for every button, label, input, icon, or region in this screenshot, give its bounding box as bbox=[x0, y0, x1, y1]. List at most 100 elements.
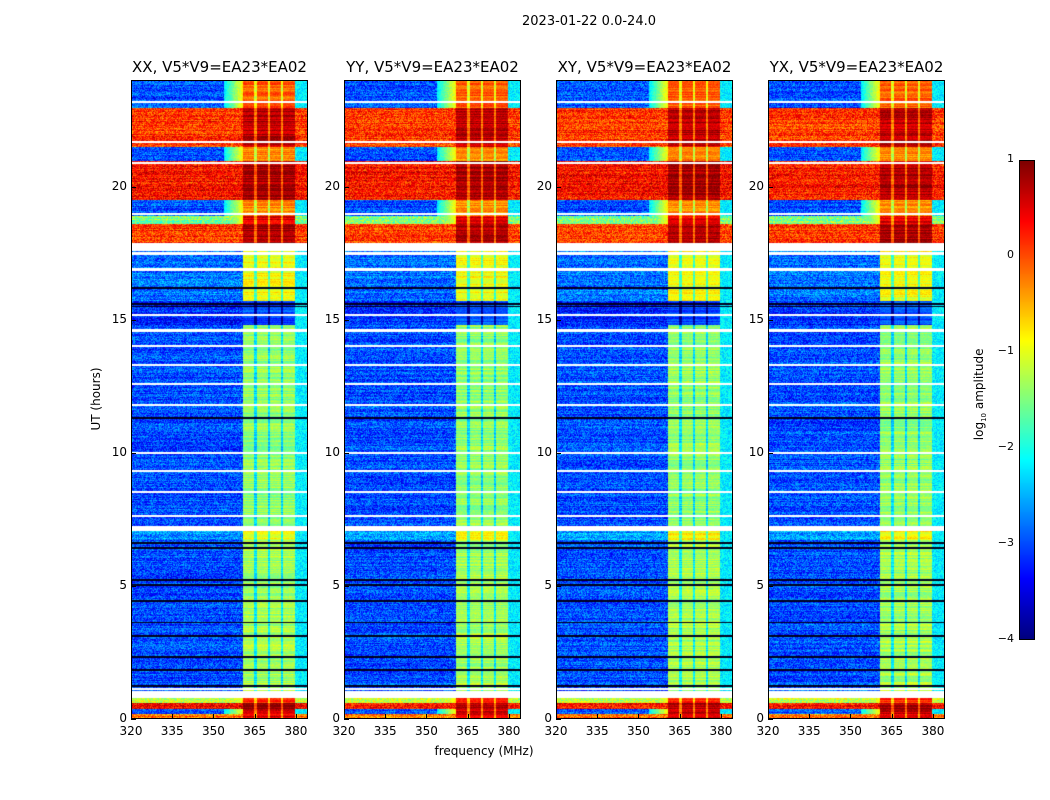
panel-title-1: XX, V5*V9=EA23*EA02 bbox=[132, 58, 307, 76]
x-tick-label: 335 bbox=[373, 724, 397, 738]
y-tick-mark bbox=[768, 319, 773, 321]
y-tick-mark bbox=[768, 452, 773, 454]
y-tick-mark bbox=[556, 585, 561, 587]
heatmap-cells bbox=[345, 81, 520, 718]
y-tick-label: 5 bbox=[119, 577, 127, 592]
y-tick-label: 20 bbox=[324, 178, 340, 193]
y-tick-label: 20 bbox=[111, 178, 127, 193]
x-tick-label: 335 bbox=[797, 724, 821, 738]
x-tick-mark bbox=[295, 714, 297, 719]
x-tick-mark bbox=[891, 714, 893, 719]
y-tick-mark bbox=[768, 585, 773, 587]
colorbar-tick-label: −4 bbox=[997, 632, 1014, 645]
y-axis-label: UT (hours) bbox=[89, 367, 103, 431]
x-tick-label: 320 bbox=[119, 724, 143, 738]
colorbar-tick-label: 1 bbox=[1007, 152, 1014, 165]
colorbar-label-rest: amplitude bbox=[971, 348, 986, 413]
colorbar-label-sub: 10 bbox=[980, 412, 989, 422]
y-tick-mark bbox=[344, 186, 349, 188]
colorbar-tick-label: 0 bbox=[1007, 248, 1014, 261]
colorbar-label: log10 amplitude bbox=[971, 349, 989, 441]
y-tick-mark bbox=[768, 186, 773, 188]
colorbar bbox=[1019, 160, 1035, 640]
panel-title-3: XY, V5*V9=EA23*EA02 bbox=[557, 58, 732, 76]
heatmap-cells bbox=[769, 81, 944, 718]
x-tick-label: 380 bbox=[284, 724, 308, 738]
x-tick-mark bbox=[254, 714, 256, 719]
x-tick-mark bbox=[679, 714, 681, 719]
y-tick-label: 10 bbox=[536, 444, 552, 459]
x-tick-mark bbox=[467, 714, 469, 719]
y-tick-label: 0 bbox=[544, 711, 552, 725]
y-tick-mark bbox=[344, 452, 349, 454]
x-tick-mark bbox=[809, 714, 811, 719]
x-tick-label: 350 bbox=[415, 724, 438, 738]
x-tick-mark bbox=[172, 714, 174, 719]
y-tick-mark bbox=[344, 585, 349, 587]
y-tick-mark bbox=[131, 319, 136, 321]
x-tick-mark bbox=[850, 714, 852, 719]
heatmap-panel-1 bbox=[131, 80, 308, 719]
x-tick-label: 335 bbox=[160, 724, 184, 738]
y-tick-label: 0 bbox=[332, 711, 340, 725]
x-tick-mark bbox=[426, 714, 428, 719]
y-tick-label: 0 bbox=[756, 711, 764, 725]
colorbar-tick-label: −2 bbox=[997, 440, 1014, 453]
panel-title-4: YX, V5*V9=EA23*EA02 bbox=[769, 58, 944, 76]
colorbar-tick-label: −3 bbox=[997, 536, 1014, 549]
y-tick-mark bbox=[131, 585, 136, 587]
y-tick-label: 15 bbox=[111, 311, 127, 326]
y-tick-mark bbox=[131, 186, 136, 188]
y-tick-label: 0 bbox=[119, 711, 127, 725]
x-tick-label: 365 bbox=[668, 724, 692, 738]
y-tick-mark bbox=[131, 452, 136, 454]
x-tick-label: 320 bbox=[756, 724, 780, 738]
y-tick-label: 20 bbox=[536, 178, 552, 193]
x-tick-mark bbox=[638, 714, 640, 719]
y-tick-mark bbox=[556, 319, 561, 321]
y-tick-label: 15 bbox=[536, 311, 552, 326]
x-axis-label: frequency (MHz) bbox=[434, 744, 534, 758]
x-tick-label: 320 bbox=[544, 724, 568, 738]
y-tick-label: 5 bbox=[756, 577, 764, 592]
x-tick-mark bbox=[768, 714, 769, 719]
x-tick-label: 365 bbox=[243, 724, 267, 738]
x-tick-mark bbox=[385, 714, 387, 719]
y-tick-mark bbox=[768, 719, 773, 720]
x-tick-label: 380 bbox=[709, 724, 733, 738]
y-tick-mark bbox=[344, 719, 349, 720]
x-tick-label: 350 bbox=[627, 724, 650, 738]
heatmap-panel-4 bbox=[768, 80, 945, 719]
x-tick-label: 350 bbox=[202, 724, 225, 738]
y-tick-label: 10 bbox=[748, 444, 764, 459]
x-tick-label: 335 bbox=[585, 724, 609, 738]
y-tick-mark bbox=[131, 719, 136, 720]
y-tick-label: 10 bbox=[111, 444, 127, 459]
y-tick-label: 10 bbox=[324, 444, 340, 459]
y-tick-label: 15 bbox=[324, 311, 340, 326]
y-tick-label: 15 bbox=[748, 311, 764, 326]
y-tick-mark bbox=[344, 319, 349, 321]
y-tick-label: 5 bbox=[544, 577, 552, 592]
x-tick-mark bbox=[720, 714, 722, 719]
x-tick-mark bbox=[597, 714, 599, 719]
x-tick-mark bbox=[556, 714, 557, 719]
y-tick-mark bbox=[556, 719, 561, 720]
panel-title-2: YY, V5*V9=EA23*EA02 bbox=[346, 58, 519, 76]
y-tick-label: 5 bbox=[332, 577, 340, 592]
colorbar-label-log: log bbox=[971, 421, 986, 441]
y-tick-mark bbox=[556, 452, 561, 454]
x-tick-mark bbox=[508, 714, 510, 719]
x-tick-mark bbox=[932, 714, 934, 719]
y-tick-mark bbox=[556, 186, 561, 188]
x-tick-mark bbox=[213, 714, 215, 719]
x-tick-label: 350 bbox=[839, 724, 862, 738]
x-tick-mark bbox=[344, 714, 345, 719]
x-tick-mark bbox=[131, 714, 132, 719]
x-tick-label: 380 bbox=[921, 724, 945, 738]
x-tick-label: 320 bbox=[332, 724, 356, 738]
x-tick-label: 365 bbox=[456, 724, 480, 738]
heatmap-cells bbox=[132, 81, 307, 718]
heatmap-cells bbox=[557, 81, 732, 718]
